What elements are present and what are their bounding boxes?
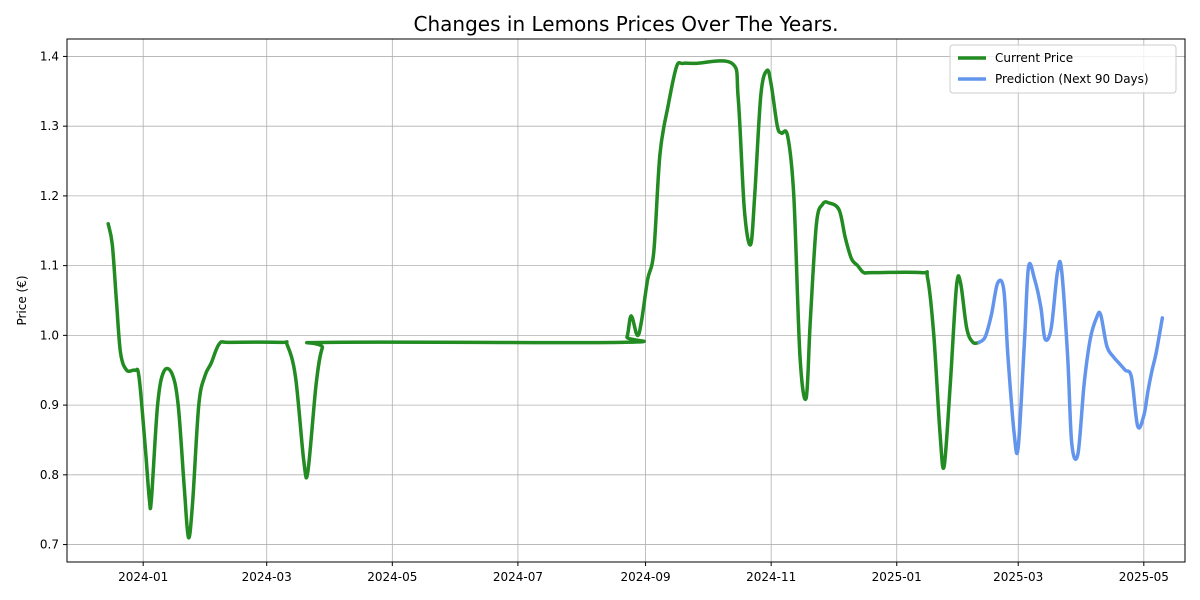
series-lines <box>106 59 1165 540</box>
chart-title: Changes in Lemons Prices Over The Years. <box>414 12 839 36</box>
x-tick-label: 2025-03 <box>993 570 1043 584</box>
y-tick-label: 1.2 <box>40 189 59 203</box>
x-tick-label: 2025-01 <box>872 570 922 584</box>
legend: Current Price Prediction (Next 90 Days) <box>949 44 1177 94</box>
series-current-price-line <box>106 59 981 540</box>
y-tick-label: 1.4 <box>40 49 59 63</box>
x-tick-label: 2025-05 <box>1119 570 1169 584</box>
y-tick-label: 1.0 <box>40 328 59 342</box>
x-tick-label: 2024-01 <box>118 570 168 584</box>
legend-label-current: Current Price <box>995 51 1073 65</box>
legend-box <box>949 44 1177 94</box>
plot-area <box>66 38 1186 563</box>
x-tick-label: 2024-05 <box>367 570 417 584</box>
y-tick-label: 0.9 <box>40 398 59 412</box>
legend-label-prediction: Prediction (Next 90 Days) <box>995 72 1149 86</box>
x-tick-label: 2024-07 <box>493 570 543 584</box>
y-tick-label: 1.3 <box>40 119 59 133</box>
x-axis: 2024-01 2024-03 2024-05 2024-07 2024-09 2024-… <box>118 562 1169 584</box>
y-tick-label: 1.1 <box>40 259 59 273</box>
y-tick-label: 0.7 <box>40 538 59 552</box>
series-prediction-line <box>977 259 1165 461</box>
x-tick-label: 2024-11 <box>746 570 796 584</box>
y-axis: 0.7 0.8 0.9 1.0 1.1 1.2 1.3 1.4 <box>40 49 67 552</box>
y-tick-label: 0.8 <box>40 468 59 482</box>
x-tick-label: 2024-09 <box>620 570 670 584</box>
y-axis-label: Price (€) <box>15 275 29 325</box>
gridlines <box>67 39 1185 562</box>
x-tick-label: 2024-03 <box>242 570 292 584</box>
